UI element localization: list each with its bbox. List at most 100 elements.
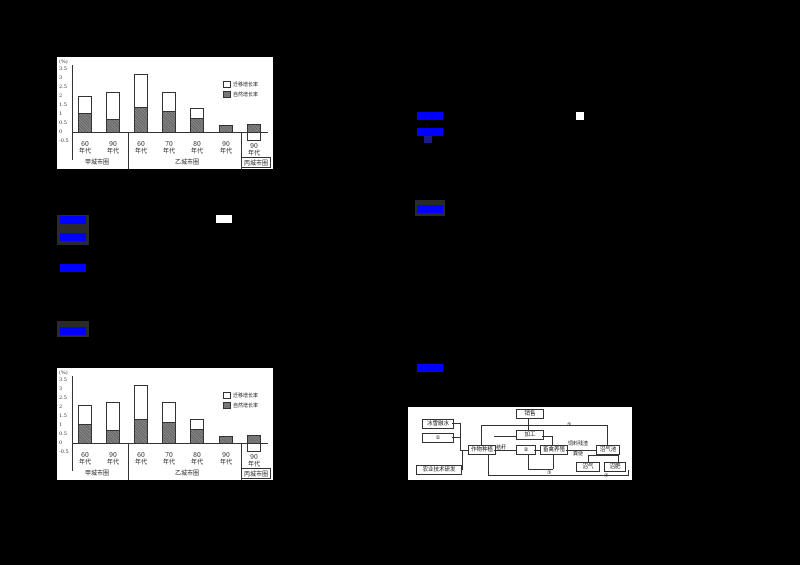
connector [494,450,516,451]
connector [452,423,460,424]
bar-natural [78,113,92,133]
x-tick: 80 年代 [190,452,203,466]
y-tick: 2 [59,93,63,99]
x-tick: 60 年代 [134,141,147,155]
bar-migration [247,443,261,452]
highlight-marker [417,112,443,120]
node-livestock: 畜禽养殖 [540,445,568,455]
highlight-marker [60,233,86,241]
y-tick: 0.5 [59,431,67,437]
group-separator [128,444,129,480]
y-axis [72,65,73,160]
group-label: 甲城市圈 [84,159,109,166]
connector [566,450,596,451]
x-tick: 90 年代 [219,141,232,155]
y-tick: -0.5 [59,138,69,144]
legend-item-natural: 自然增长率 [223,402,258,409]
bar-migration [134,74,148,108]
bar-migration [106,402,120,431]
bar-migration [247,132,261,141]
bar-migration [78,405,92,425]
highlight-tail [424,136,432,143]
group-separator [128,133,129,169]
legend-item-natural: 自然增长率 [223,91,258,98]
connector [452,437,460,438]
node-sales: 销售 [516,409,544,419]
bar-natural [134,107,148,133]
x-tick: 60 年代 [134,452,147,466]
bar-natural [78,424,92,444]
label-manure: 粪便 [573,451,584,457]
group-label: 甲城市圈 [84,470,109,477]
bar-natural [106,430,120,444]
bar-natural [162,422,176,444]
y-tick: 0.5 [59,120,67,126]
connector [588,455,589,462]
bar-natural [162,111,176,133]
y-tick: -0.5 [59,449,69,455]
highlight-marker [60,264,86,272]
node-two: ② [516,445,536,455]
group-label: 乙城市圈 [174,470,199,477]
bar-migration [134,385,148,420]
connector [481,425,482,445]
x-tick: 60 年代 [78,452,91,466]
x-tick: 90 年代 [106,452,119,466]
highlight-marker [417,205,443,213]
connector [534,450,540,451]
highlight-marker [417,364,443,372]
node-agri-tech: 农业技术研发 [416,465,462,475]
bar-natural [190,429,204,444]
connector [462,450,463,470]
white-box [576,112,584,120]
bar-migration [162,92,176,112]
connector [494,436,516,437]
bar-natural [106,119,120,133]
x-tick: 70 年代 [162,452,175,466]
connector [588,455,618,456]
node-residue: 沼肥 [604,462,626,472]
legend-item-migration: 迁移增长率 [223,81,258,88]
bar-natural [134,419,148,444]
bar-migration [106,92,120,120]
y-tick: 1 [59,111,63,117]
highlight-marker [60,216,86,224]
bar-chart-population-growth-2: (%) 3.5 3 2.5 2 1.5 1 0.5 0 -0.5 迁移增长率 自… [57,368,273,480]
agricultural-cycle-diagram: 销售 冰雪融水 ① 农业技术研发 作物种植 加工 ② 畜禽养殖 沼气池 沼气 沼… [408,407,632,480]
x-tick: 70 年代 [162,141,175,155]
y-tick: 3 [59,75,63,81]
bar-migration [78,96,92,114]
y-tick: 3.5 [59,66,67,72]
label-four: ④ [604,473,609,479]
x-tick: 90 年代 [247,454,260,468]
group-separator [241,133,242,169]
connector [528,455,529,469]
bar-migration [162,402,176,423]
label-straw: 秸秆 [496,445,507,451]
node-snowmelt: 冰雪融水 [422,419,454,429]
connector [607,425,608,445]
y-axis [72,376,73,471]
node-biogas-pool: 沼气池 [596,445,620,455]
y-tick: 1 [59,422,63,428]
group-label: 丙城市圈 [241,157,271,168]
y-tick: 2 [59,404,63,410]
connector [628,470,629,476]
y-tick: 1.5 [59,413,67,419]
highlight-marker [60,327,86,335]
node-crop: 作物种植 [468,445,496,455]
connector [488,455,489,475]
label-feed-residue: 饲料残渣 [568,441,589,447]
y-tick: 0 [59,129,63,135]
node-biogas: 沼气 [576,462,600,472]
y-axis-unit: (%) [59,59,68,65]
connector [553,455,554,469]
highlight-marker [417,128,443,136]
connector [460,423,461,450]
x-tick: 80 年代 [190,141,203,155]
group-label: 丙城市圈 [241,468,271,479]
connector [481,425,607,426]
white-box [216,215,232,223]
y-tick: 2.5 [59,395,67,401]
y-axis-unit: (%) [59,370,68,376]
